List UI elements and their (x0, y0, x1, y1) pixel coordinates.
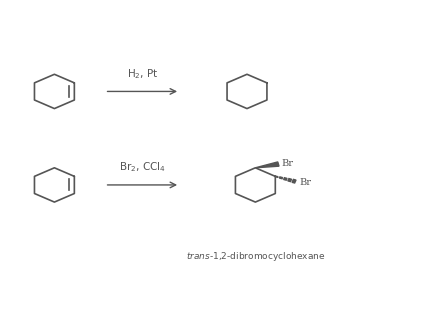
Polygon shape (291, 180, 295, 183)
Polygon shape (274, 176, 277, 177)
Polygon shape (283, 178, 286, 180)
Polygon shape (255, 162, 278, 168)
Polygon shape (279, 177, 282, 179)
Text: Br: Br (299, 179, 311, 188)
Text: $\mathit{trans}$-1,2-dibromocyclohexane: $\mathit{trans}$-1,2-dibromocyclohexane (185, 250, 324, 263)
Text: Br$_2$, CCl$_4$: Br$_2$, CCl$_4$ (119, 160, 165, 174)
Text: Br: Br (281, 159, 293, 168)
Polygon shape (287, 179, 291, 181)
Text: H$_2$, Pt: H$_2$, Pt (126, 67, 158, 81)
